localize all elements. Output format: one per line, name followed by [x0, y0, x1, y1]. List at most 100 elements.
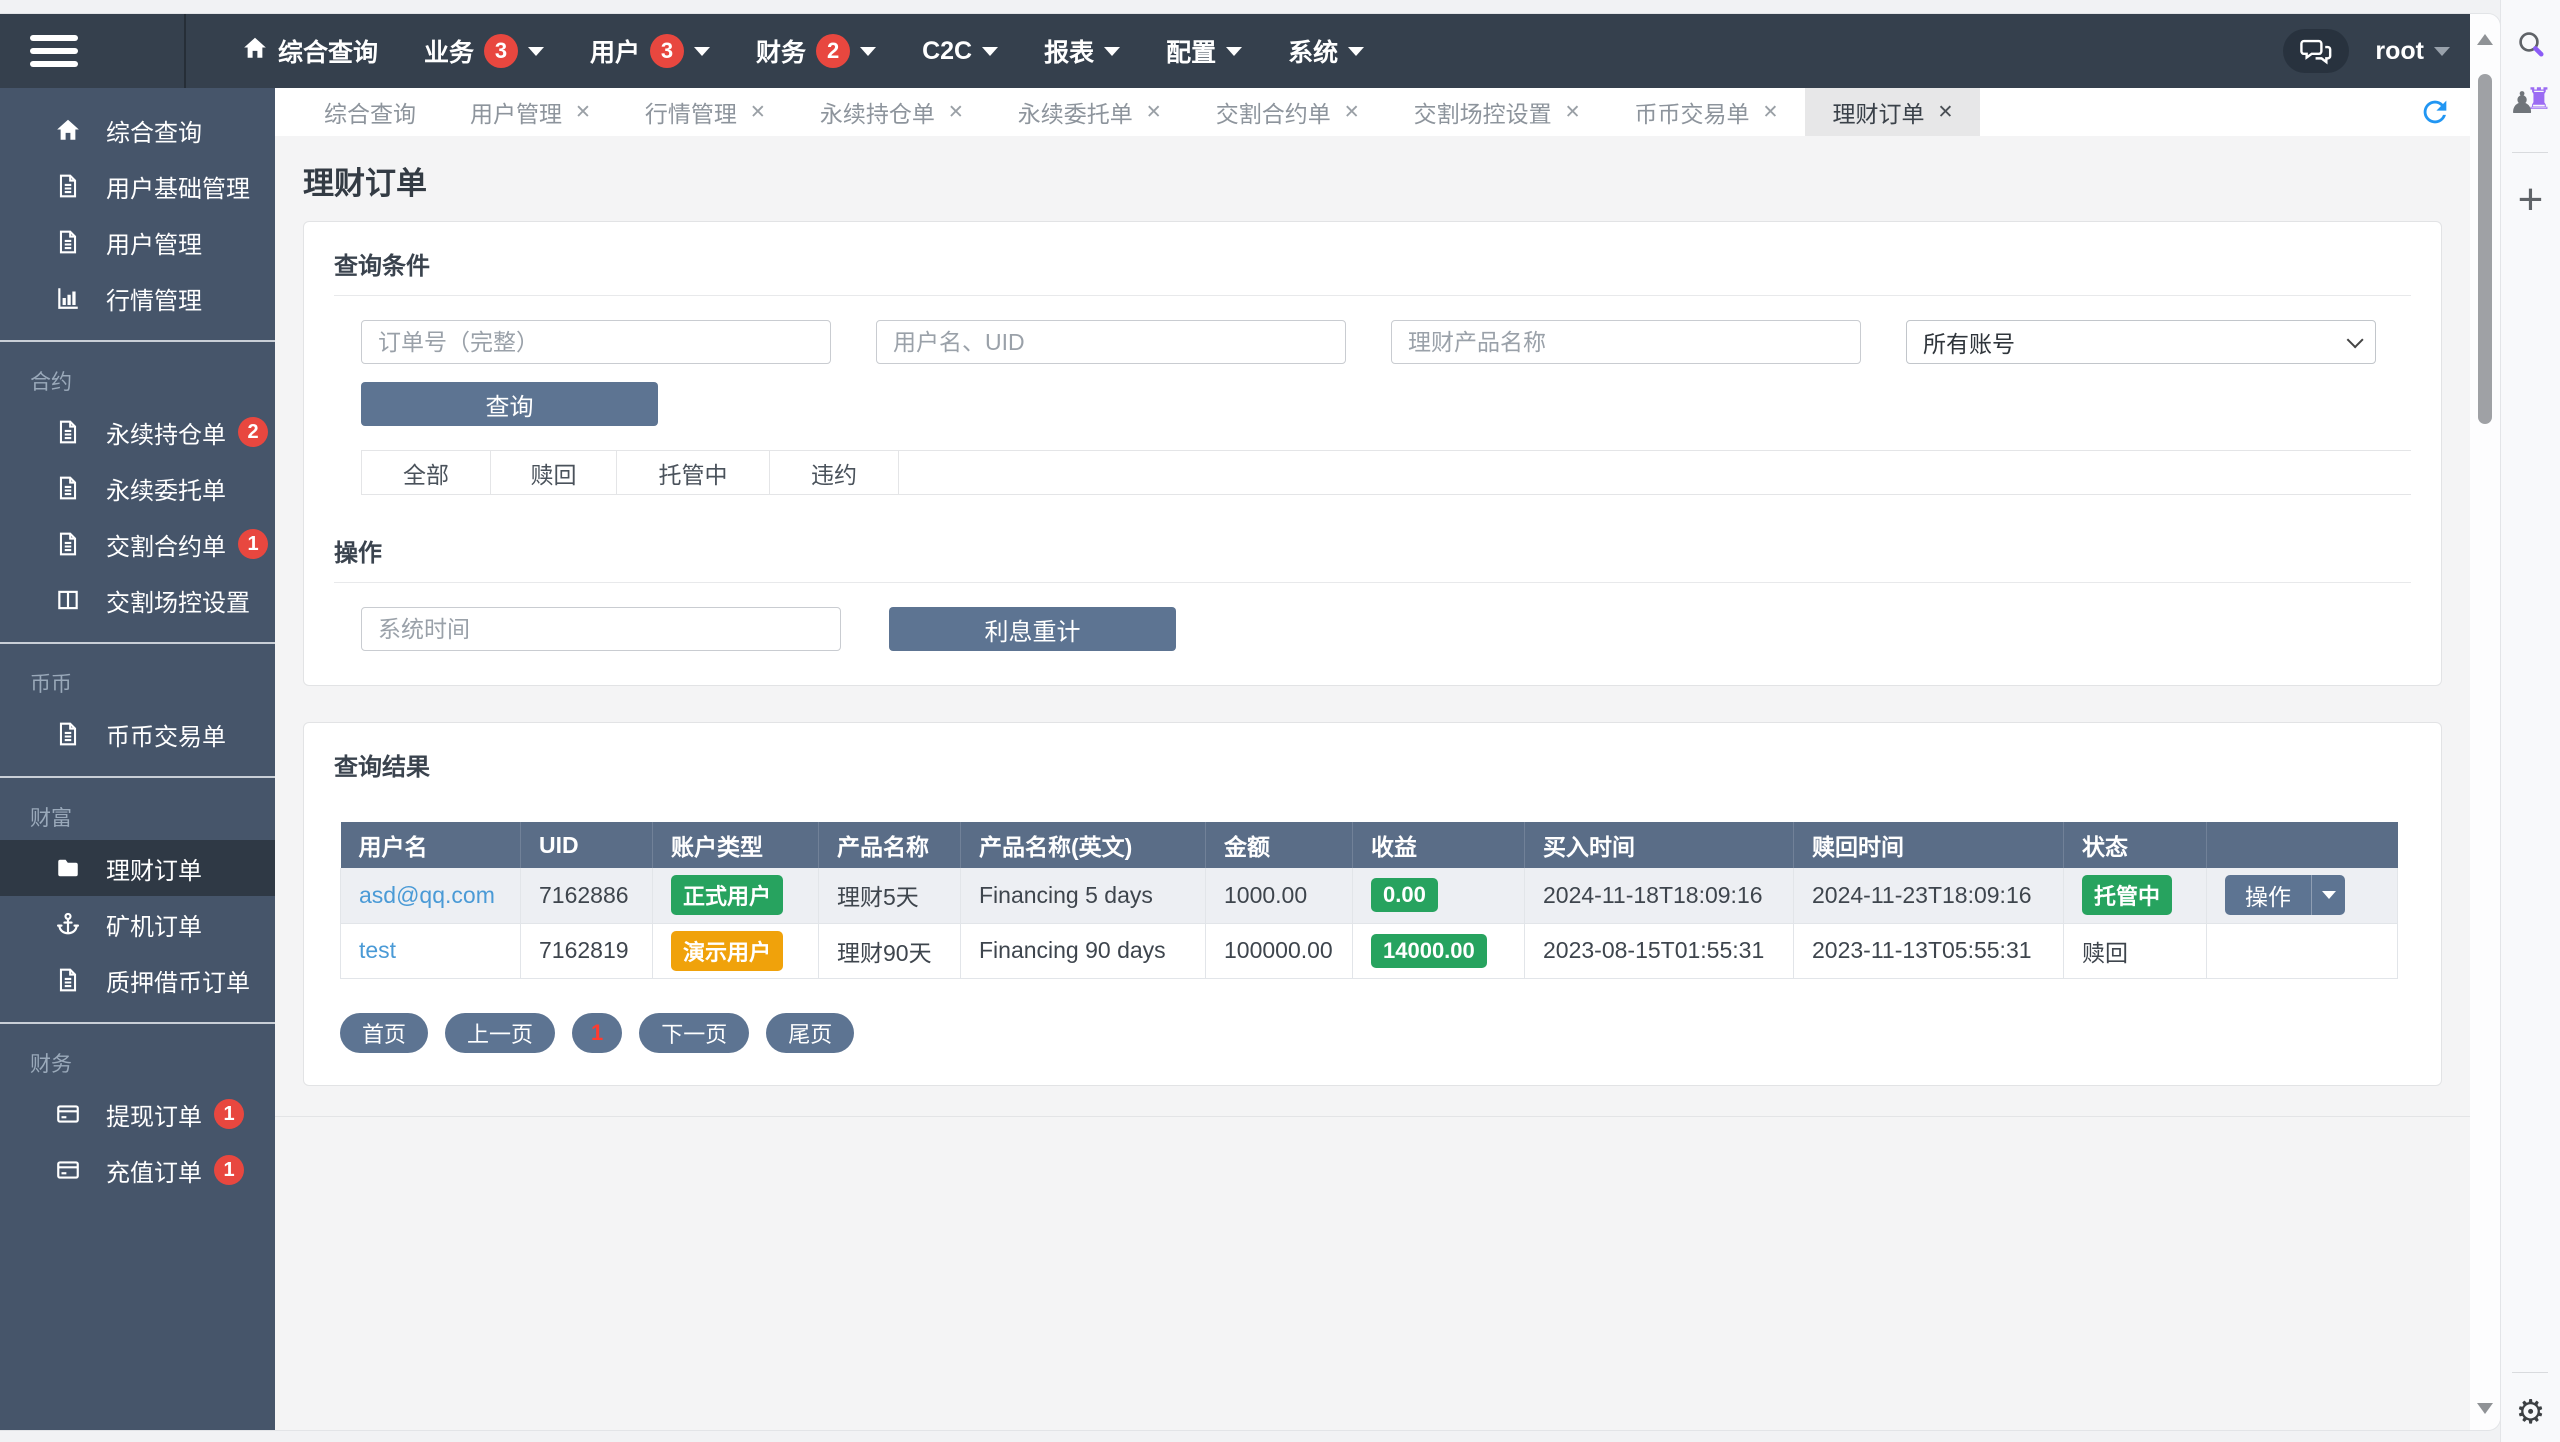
product-cell: 理财90天 [818, 923, 961, 979]
sidebar-item-user-base-mgmt[interactable]: 用户基础管理 [0, 158, 275, 214]
navbar-right: root [2283, 14, 2450, 88]
new-tab-icon[interactable]: + [2517, 175, 2544, 224]
sidebar-item-delivery-risk-settings[interactable]: 交割场控设置 [0, 572, 275, 628]
tab-spot-trades[interactable]: 币币交易单 ✕ [1608, 88, 1806, 136]
prev-page-button[interactable]: 上一页 [445, 1012, 556, 1053]
file-text-icon [54, 474, 82, 502]
filter-redeemed[interactable]: 赎回 [491, 451, 617, 494]
nav-item-overview[interactable]: 综合查询 [242, 33, 378, 69]
tab-label: 行情管理 [644, 101, 737, 127]
query-form-row: 所有账号 [361, 320, 2411, 364]
tab-delivery-contracts[interactable]: 交割合约单 ✕ [1189, 88, 1387, 136]
close-icon[interactable]: ✕ [1564, 101, 1581, 123]
chess-extension-icon[interactable]: ♟ ♜ [2501, 83, 2560, 121]
open-tabs-bar: 综合查询 用户管理 ✕ 行情管理 ✕ 永续持仓单 ✕ 永续委托单 ✕ 交割合约单 ✕ [275, 88, 2470, 136]
nav-item-users[interactable]: 用户 3 [590, 33, 711, 69]
close-icon[interactable]: ✕ [749, 101, 766, 123]
product-en-cell: Financing 5 days [960, 868, 1206, 924]
order-number-input[interactable] [361, 320, 831, 364]
content-divider [275, 1115, 2470, 1117]
close-icon[interactable]: ✕ [947, 101, 964, 123]
menu-toggle-button[interactable] [30, 28, 78, 74]
nav-item-system[interactable]: 系统 [1288, 33, 1365, 69]
tab-perpetual-orders[interactable]: 永续委托单 ✕ [991, 88, 1189, 136]
row-action-button[interactable]: 操作 [2225, 875, 2345, 916]
nav-item-finance[interactable]: 财务 2 [756, 33, 877, 69]
username-link[interactable]: asd@qq.com [359, 881, 495, 908]
last-page-button[interactable]: 尾页 [766, 1012, 855, 1053]
interest-recalc-button[interactable]: 利息重计 [889, 607, 1176, 651]
username: root [2375, 36, 2424, 65]
results-heading: 查询结果 [334, 754, 430, 781]
page-scrollbar[interactable] [2470, 14, 2500, 1430]
sidebar-item-perpetual-positions[interactable]: 永续持仓单 2 [0, 404, 275, 460]
sidebar-item-withdraw-orders[interactable]: 提现订单 1 [0, 1086, 275, 1142]
chess-rook-glyph: ♜ [2525, 83, 2553, 116]
username-uid-input[interactable] [876, 320, 1346, 364]
scroll-up-arrow[interactable] [2477, 34, 2493, 45]
account-type-badge: 正式用户 [671, 875, 784, 916]
chat-button[interactable] [2283, 29, 2350, 73]
tab-label: 综合查询 [324, 101, 416, 127]
filter-in-custody[interactable]: 托管中 [617, 451, 770, 494]
sidebar-item-label: 提现订单 [106, 1103, 202, 1131]
col-buy-time: 买入时间 [1524, 822, 1794, 868]
sidebar-item-miner-orders[interactable]: 矿机订单 [0, 896, 275, 952]
search-icon[interactable] [2501, 28, 2560, 60]
scrollbar-thumb[interactable] [2478, 74, 2492, 424]
account-type-select[interactable]: 所有账号 [1906, 320, 2376, 364]
nav-item-label: 系统 [1288, 39, 1339, 67]
status-filter-tabs: 全部 赎回 托管中 违约 [361, 450, 2411, 495]
next-page-button[interactable]: 下一页 [639, 1012, 750, 1053]
sidebar-divider [0, 340, 275, 342]
nav-item-config[interactable]: 配置 [1166, 33, 1243, 69]
close-icon[interactable]: ✕ [1762, 101, 1779, 123]
tab-perpetual-positions[interactable]: 永续持仓单 ✕ [793, 88, 991, 136]
tab-overview[interactable]: 综合查询 [297, 88, 443, 136]
browser-side-panel: ♟ ♜ + ⚙︎ [2500, 0, 2560, 1442]
nav-item-business[interactable]: 业务 3 [424, 33, 545, 69]
sidebar-item-delivery-contracts[interactable]: 交割合约单 1 [0, 516, 275, 572]
nav-item-reports[interactable]: 报表 [1044, 33, 1121, 69]
action-dropdown-toggle[interactable] [2311, 875, 2345, 916]
tab-market-mgmt[interactable]: 行情管理 ✕ [618, 88, 793, 136]
folder-icon [54, 854, 82, 882]
sidebar-item-overview[interactable]: 综合查询 [0, 102, 275, 158]
action-button-label[interactable]: 操作 [2245, 884, 2291, 911]
tab-delivery-risk-settings[interactable]: 交割场控设置 ✕ [1387, 88, 1608, 136]
notification-badge: 1 [214, 1099, 244, 1129]
file-text-icon [54, 172, 82, 200]
system-time-input[interactable] [361, 607, 841, 651]
current-page-indicator[interactable]: 1 [572, 1012, 623, 1053]
tab-wealth-orders[interactable]: 理财订单 ✕ [1805, 88, 1981, 136]
close-icon[interactable]: ✕ [575, 101, 591, 123]
chevron-down-icon [2321, 891, 2336, 900]
nav-item-c2c[interactable]: C2C [922, 37, 999, 66]
close-icon[interactable]: ✕ [1937, 101, 1954, 123]
filter-default[interactable]: 违约 [770, 451, 899, 494]
col-product-en: 产品名称(英文) [960, 822, 1206, 868]
product-name-input[interactable] [1391, 320, 1861, 364]
sidebar-item-market-mgmt[interactable]: 行情管理 [0, 270, 275, 326]
sidebar-item-deposit-orders[interactable]: 充值订单 1 [0, 1142, 275, 1198]
tab-user-mgmt[interactable]: 用户管理 ✕ [443, 88, 618, 136]
scroll-down-arrow[interactable] [2477, 1403, 2493, 1414]
refresh-button[interactable] [2418, 95, 2452, 129]
filter-all[interactable]: 全部 [361, 451, 491, 494]
tab-label: 永续委托单 [1017, 101, 1133, 127]
chevron-down-icon [1348, 46, 1365, 56]
search-button[interactable]: 查询 [361, 382, 658, 426]
close-icon[interactable]: ✕ [1343, 101, 1360, 123]
username-link[interactable]: test [359, 937, 397, 963]
sidebar-item-label: 矿机订单 [106, 913, 202, 941]
sidebar-item-label: 永续持仓单 [106, 421, 226, 449]
sidebar-item-spot-trades[interactable]: 币币交易单 [0, 706, 275, 762]
user-menu[interactable]: root [2375, 37, 2450, 66]
settings-gear-icon[interactable]: ⚙︎ [2515, 1393, 2546, 1430]
sidebar-item-pledge-loan-orders[interactable]: 质押借币订单 [0, 952, 275, 1008]
first-page-button[interactable]: 首页 [340, 1012, 429, 1053]
close-icon[interactable]: ✕ [1145, 101, 1162, 123]
sidebar-item-user-mgmt[interactable]: 用户管理 [0, 214, 275, 270]
sidebar-item-wealth-orders[interactable]: 理财订单 [0, 840, 275, 896]
sidebar-item-perpetual-orders[interactable]: 永续委托单 [0, 460, 275, 516]
